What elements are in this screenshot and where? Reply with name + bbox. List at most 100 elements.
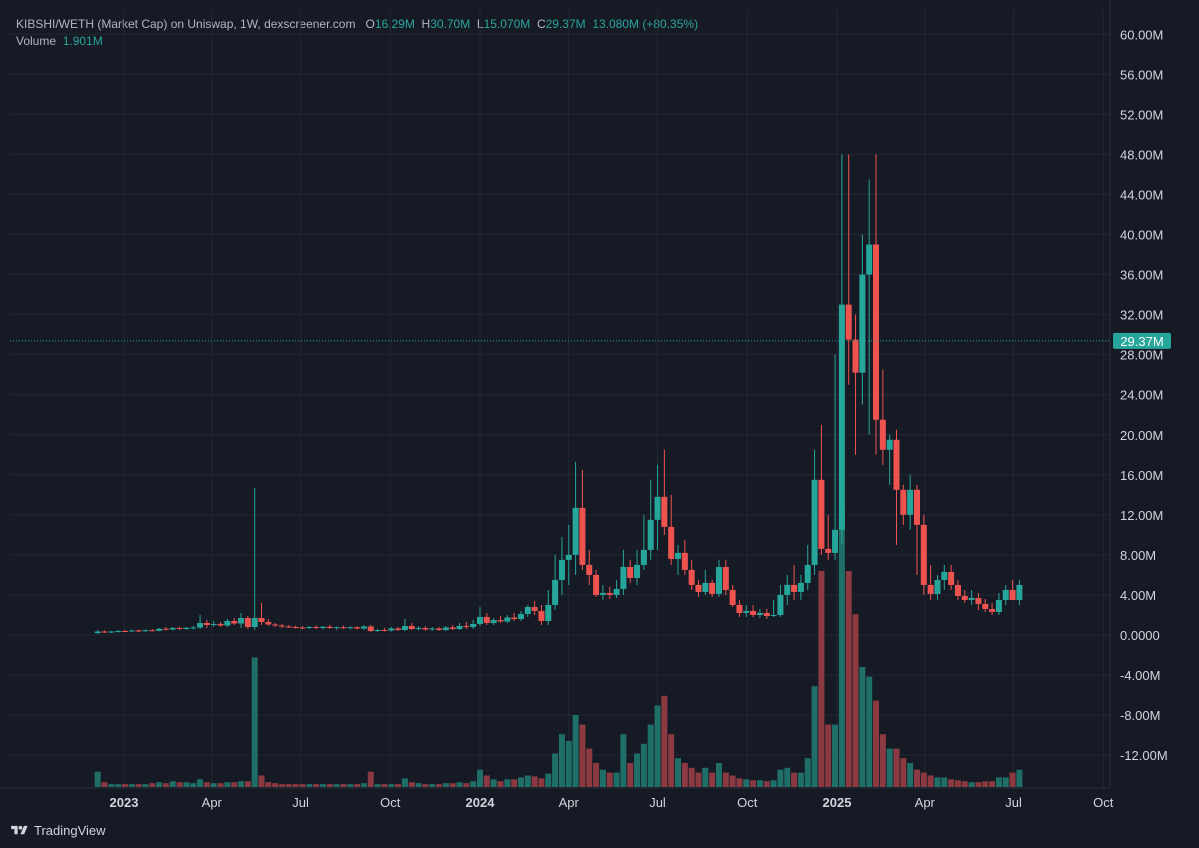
price-axis-label: 52.00M [1120, 107, 1163, 122]
candle-body [756, 612, 763, 615]
time-axis-label: Oct [380, 795, 401, 810]
volume-bar [866, 676, 873, 787]
volume-bar [804, 758, 811, 787]
candle-body [579, 507, 586, 565]
time-axis-label: Oct [1093, 795, 1114, 810]
candle-body [975, 597, 982, 604]
candle-body [695, 584, 702, 592]
last-price-badge [1113, 332, 1171, 349]
candle-body [244, 617, 251, 627]
candle-body [395, 628, 402, 630]
volume-bar [1016, 769, 1023, 787]
volume-bar [572, 715, 579, 787]
volume-bar [975, 782, 982, 787]
volume-bar [709, 772, 716, 787]
candle-body [838, 304, 845, 530]
low-value: 15.070M [483, 17, 531, 31]
volume-bar [961, 781, 968, 787]
candle-body [279, 625, 286, 627]
volume-bar [907, 763, 914, 787]
volume-bar [900, 758, 907, 787]
volume-bar [313, 784, 320, 787]
volume-bar [231, 782, 238, 787]
volume-bar [743, 779, 750, 787]
volume-bar [791, 772, 798, 787]
volume-value: 1.901M [62, 34, 103, 48]
volume-bar [688, 767, 695, 787]
candle-body [675, 552, 682, 559]
tradingview-logo-icon [11, 825, 28, 835]
volume-bar [750, 780, 757, 787]
candle-body [613, 588, 620, 595]
volume-bar [292, 784, 299, 787]
candle-body [907, 489, 914, 515]
tradingview-branding[interactable]: TradingView [10, 823, 106, 838]
volume-bar [401, 778, 408, 787]
volume-bar [333, 784, 340, 787]
volume-bar [238, 781, 245, 787]
price-axis-label: 4.00M [1120, 588, 1156, 603]
volume-bar [531, 776, 538, 787]
candle-body [176, 627, 183, 629]
volume-bar [879, 734, 886, 787]
volume-bar [463, 783, 470, 787]
candle-body [456, 625, 463, 629]
candle-body [681, 552, 688, 570]
volume-bar [142, 784, 149, 787]
candle-body [313, 626, 320, 628]
volume-bar [913, 769, 920, 787]
candle-body [511, 617, 518, 619]
candle-body [948, 571, 955, 585]
volume-bar [442, 783, 449, 787]
volume-bar [470, 781, 477, 787]
candle-body [149, 630, 156, 632]
candle-body [217, 623, 224, 626]
volume-bar [640, 743, 647, 787]
volume-bar [982, 781, 989, 787]
volume-bar [552, 753, 559, 787]
volume-bar [927, 775, 934, 787]
time-axis-label: Apr [559, 795, 580, 810]
volume-bar [1002, 777, 1009, 787]
volume-bar [483, 775, 490, 787]
candle-body [552, 579, 559, 605]
volume-bar [763, 781, 770, 787]
volume-bar [203, 782, 210, 787]
volume-bar [265, 782, 272, 787]
candle-body [832, 529, 839, 553]
candle-body [913, 489, 920, 525]
volume-bar [101, 782, 108, 787]
volume-bar [620, 734, 627, 787]
candle-body [115, 630, 122, 632]
volume-bar [852, 614, 859, 787]
close-value: 29.37M [545, 17, 586, 31]
candle-body [285, 626, 292, 628]
volume-bar [279, 784, 286, 787]
volume-bar [360, 783, 367, 787]
volume-bar [886, 748, 893, 787]
candle-body [408, 625, 415, 629]
candle-body [900, 489, 907, 515]
candle-body [272, 624, 279, 626]
candle-body [668, 526, 675, 559]
volume-bar [668, 734, 675, 787]
volume-bar [859, 667, 866, 787]
price-axis-label: 36.00M [1120, 268, 1163, 283]
candle-body [927, 584, 934, 594]
candle-body [292, 626, 299, 628]
volume-bar [873, 700, 880, 787]
volume-bar [183, 782, 190, 787]
candle-body [750, 610, 757, 615]
candle-body [784, 584, 791, 595]
volume-bar [388, 784, 395, 787]
candle-body [142, 630, 149, 632]
volume-bar [367, 771, 374, 787]
candle-body [811, 479, 818, 565]
volume-bar [954, 780, 961, 787]
volume-bar [920, 772, 927, 787]
volume-bar [941, 777, 948, 787]
volume-bar [579, 724, 586, 787]
candle-body [524, 606, 531, 614]
volume-bar [654, 705, 661, 787]
